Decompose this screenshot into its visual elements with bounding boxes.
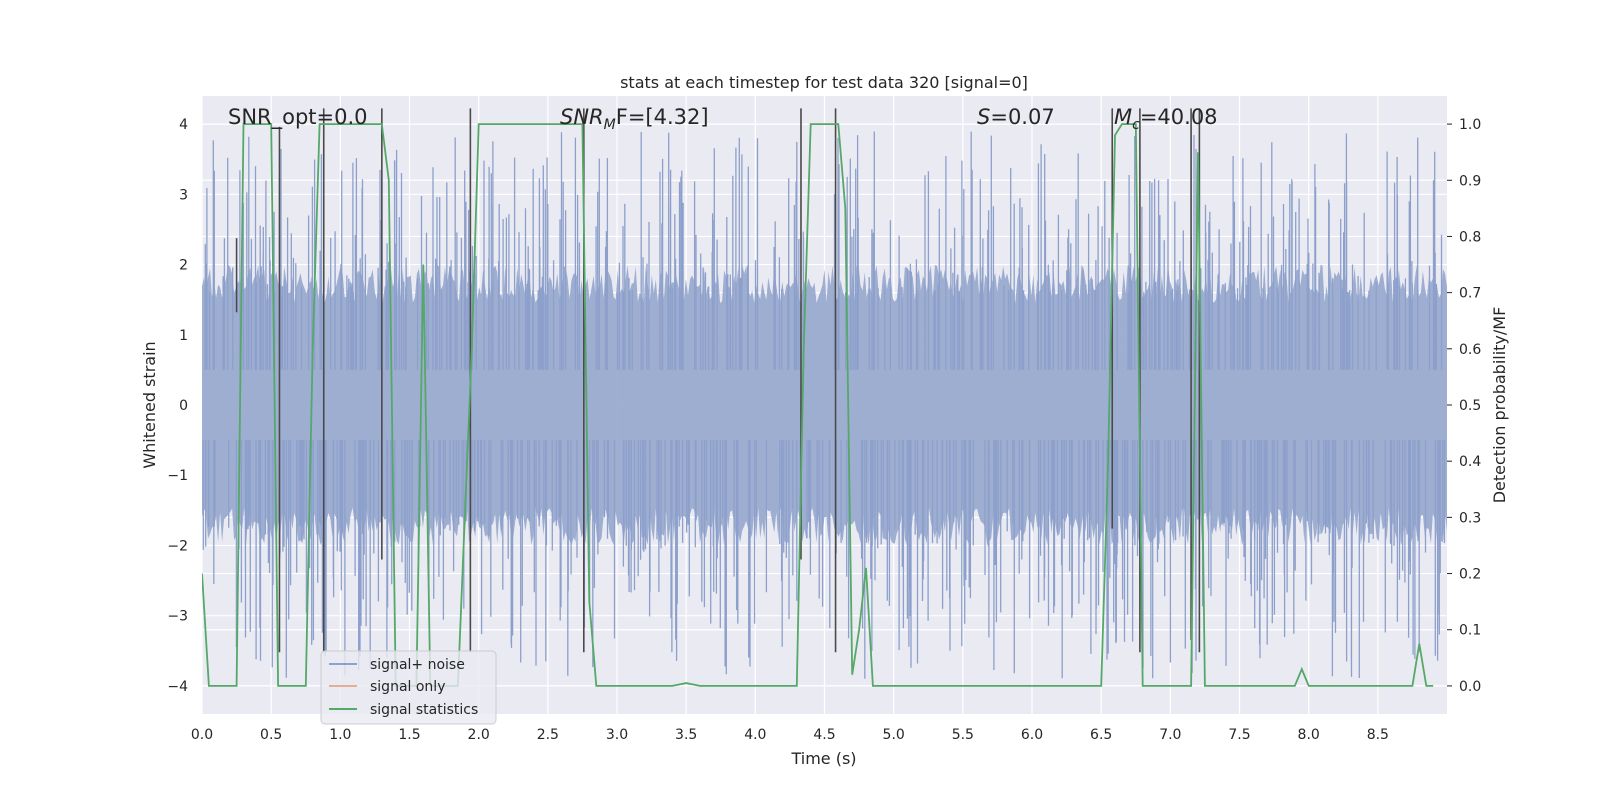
series-signal-statistics xyxy=(202,123,1434,687)
y-tick-label: −3 xyxy=(167,609,188,625)
y-tick-label: −4 xyxy=(167,679,188,695)
x-tick-label: 0.0 xyxy=(191,727,213,743)
x-tick-label: 3.0 xyxy=(606,727,628,743)
x-axis-label: Time (s) xyxy=(790,749,856,768)
x-tick-label: 8.0 xyxy=(1298,727,1320,743)
y-tick-label: 3 xyxy=(179,187,188,203)
y2-tick-label: 1.0 xyxy=(1459,117,1481,133)
y2-tick-label: 0.3 xyxy=(1459,510,1481,526)
y2-tick-label: 0.6 xyxy=(1459,342,1481,358)
x-tick-label: 5.5 xyxy=(952,727,974,743)
y2-tick-label: 0.0 xyxy=(1459,679,1481,695)
annotation-mc: Mc=40.08 xyxy=(1114,105,1218,133)
legend-label-signal-statistics: signal statistics xyxy=(370,702,478,718)
y2-tick-label: 0.2 xyxy=(1459,567,1481,583)
x-tick-label: 1.0 xyxy=(329,727,351,743)
annotation-snr-opt: SNR_opt=0.0 xyxy=(228,105,368,130)
y2-tick-label: 0.4 xyxy=(1459,454,1481,470)
y2-tick-label: 0.5 xyxy=(1459,398,1481,414)
x-tick-label: 4.5 xyxy=(813,727,835,743)
x-tick-label: 3.5 xyxy=(675,727,697,743)
legend-label-signal-only: signal only xyxy=(370,679,445,695)
annotation-snr-mf: SNRMF=[4.32] xyxy=(560,105,709,133)
y-tick-label: 1 xyxy=(179,328,188,344)
y-tick-label: −1 xyxy=(167,468,188,484)
x-tick-label: 4.0 xyxy=(744,727,766,743)
y-tick-label: 2 xyxy=(179,258,188,274)
x-tick-labels: 0.0 0.5 1.0 1.5 2.0 2.5 3.0 3.5 4.0 4.5 5.0 5.5 6.0 6… xyxy=(191,727,1389,743)
x-tick-label: 6.0 xyxy=(1021,727,1043,743)
y2-tick-label: 0.8 xyxy=(1459,229,1481,245)
x-tick-label: 8.5 xyxy=(1367,727,1389,743)
y2-tick-label: 0.7 xyxy=(1459,286,1481,302)
legend-box xyxy=(320,650,497,725)
y2-axis-label: Detection probability/MF xyxy=(1490,307,1509,504)
legend: signal+ noise signal only signal statist… xyxy=(320,650,497,725)
y2-tick-label: 0.1 xyxy=(1459,623,1481,639)
x-tick-label: 1.5 xyxy=(398,727,420,743)
y2-tick-label: 0.9 xyxy=(1459,173,1481,189)
y-tick-label: −2 xyxy=(167,538,188,554)
y-tick-label: 0 xyxy=(179,398,188,414)
x-tick-label: 5.0 xyxy=(883,727,905,743)
x-tick-label: 2.0 xyxy=(468,727,490,743)
chart-title: stats at each timestep for test data 320… xyxy=(620,73,1028,92)
x-tick-label: 0.5 xyxy=(260,727,282,743)
x-tick-label: 6.5 xyxy=(1090,727,1112,743)
x-tick-label: 7.5 xyxy=(1228,727,1250,743)
annotation-s: S=0.07 xyxy=(977,105,1055,129)
x-tick-label: 2.5 xyxy=(537,727,559,743)
y-tick-labels: 4 3 2 1 0 −1 −2 −3 −4 xyxy=(167,117,188,695)
y2-tick-labels: 1.0 0.9 0.8 0.7 0.6 0.5 0.4 0.3 0.2 0.1 0.0 xyxy=(1459,117,1481,695)
y-axis-label: Whitened strain xyxy=(140,341,159,468)
legend-label-signal-noise: signal+ noise xyxy=(370,657,465,673)
x-tick-label: 7.0 xyxy=(1159,727,1181,743)
y-tick-label: 4 xyxy=(179,117,188,133)
